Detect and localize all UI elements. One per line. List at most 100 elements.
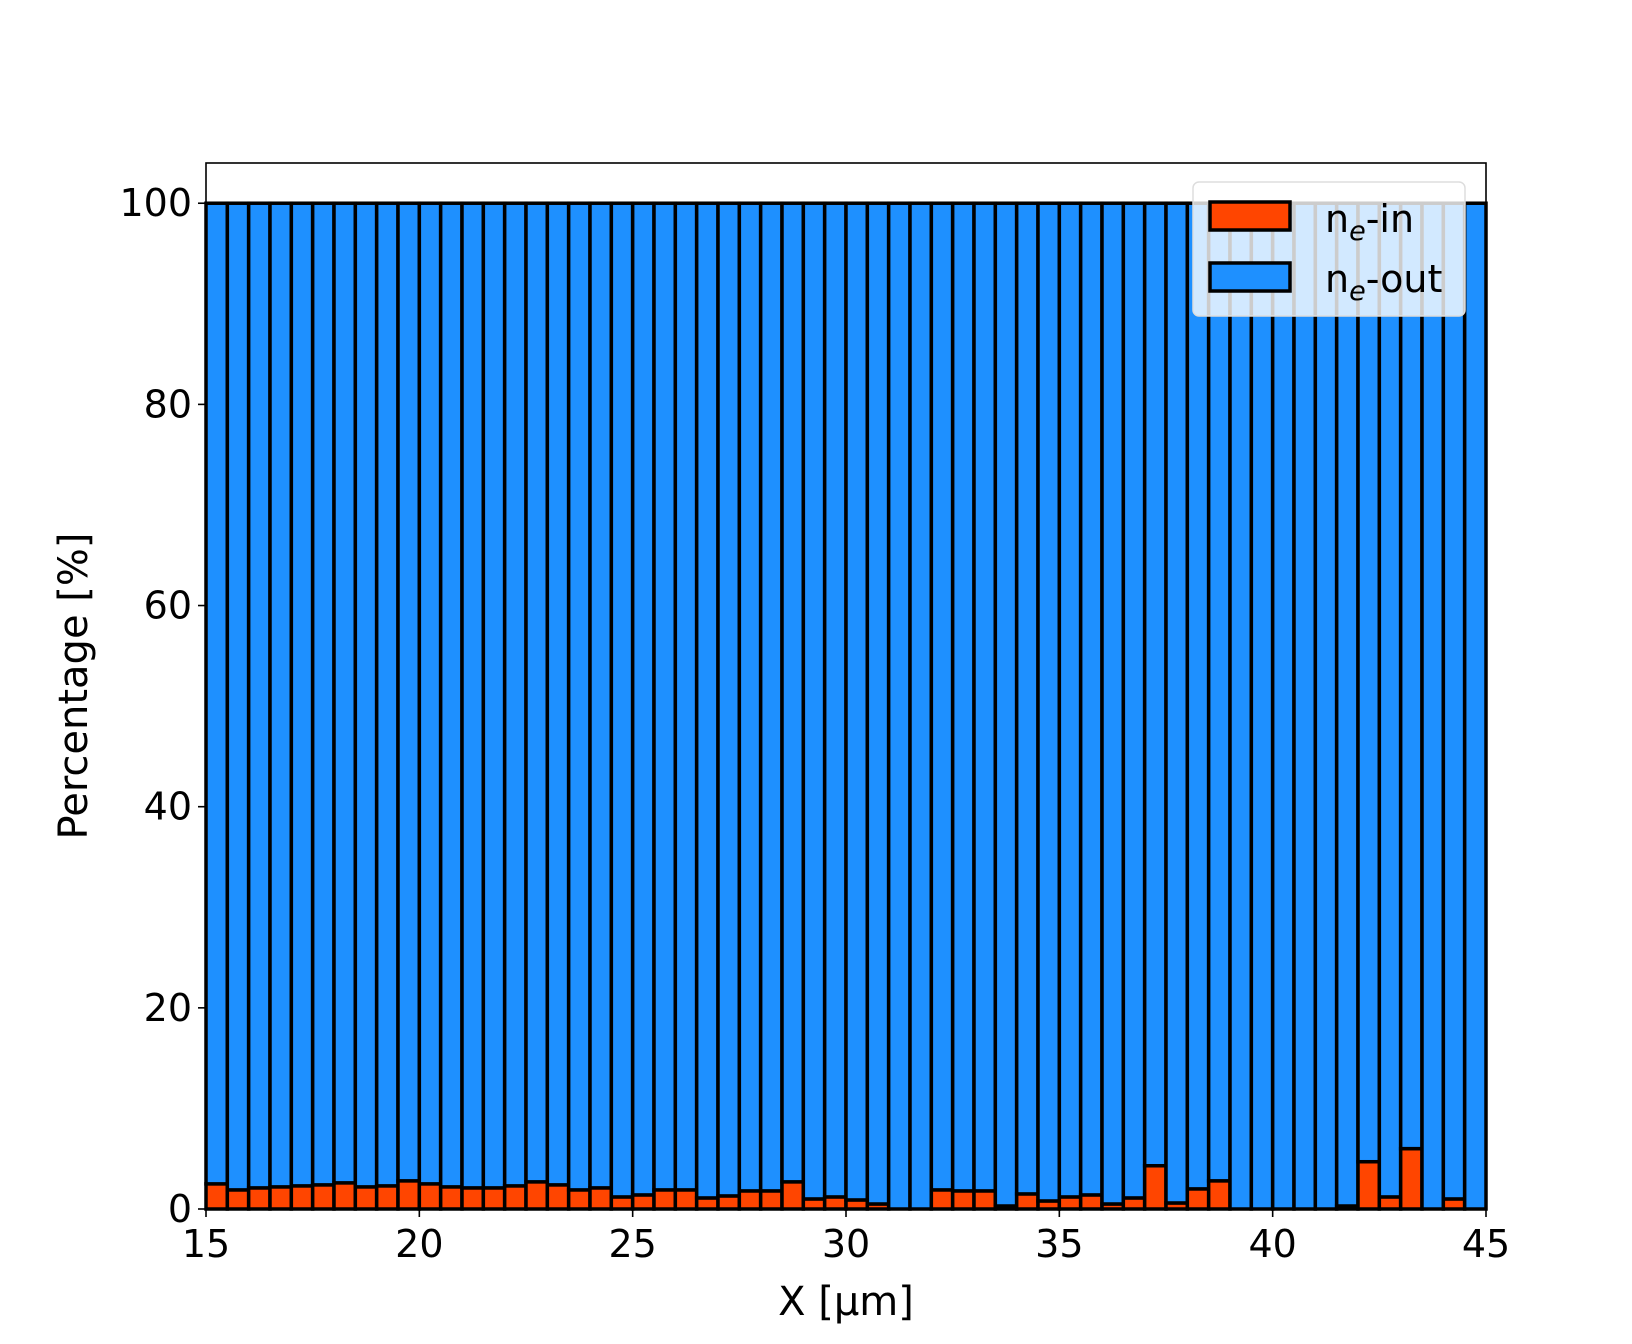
bar-ne-in (929, 1188, 955, 1211)
bar-ne-out (225, 201, 251, 1192)
bar-ne-out (460, 201, 486, 1190)
bar-ne-in (609, 1195, 635, 1211)
bar-ne-out (865, 201, 891, 1206)
y-axis-ticks: 0 20 40 60 80 100 (119, 181, 206, 1231)
x-axis-label: X [μm] (778, 1279, 914, 1325)
bar-ne-out (1228, 201, 1254, 1211)
bar-ne-out (1462, 201, 1488, 1211)
bar-ne-out (758, 201, 784, 1193)
bar-ne-in (673, 1188, 699, 1211)
bar-ne-in (716, 1194, 742, 1211)
bar-ne-in (396, 1179, 422, 1211)
bar-ne-out (438, 201, 464, 1189)
bar-ne-in (758, 1189, 784, 1211)
bar-ne-out (268, 201, 294, 1189)
bar-ne-in (1356, 1159, 1382, 1211)
bar-ne-in (310, 1183, 336, 1211)
bar-ne-out (1078, 201, 1104, 1197)
legend-swatch-ne-out (1208, 261, 1292, 293)
x-tick-label: 40 (1248, 1222, 1296, 1266)
bar-ne-in (972, 1189, 998, 1211)
bar-ne-in (588, 1186, 614, 1211)
bar-ne-out (1142, 201, 1168, 1168)
x-tick-label: 15 (182, 1222, 230, 1266)
bar-ne-in (545, 1183, 571, 1211)
x-tick-label: 35 (1035, 1222, 1083, 1266)
legend-swatch-ne-in (1208, 200, 1292, 232)
bar-ne-in (502, 1184, 528, 1211)
bar-ne-in (822, 1195, 848, 1211)
bar-ne-out (204, 201, 230, 1186)
y-tick-label: 80 (144, 382, 192, 426)
bar-ne-in (566, 1188, 592, 1211)
bar-ne-out (289, 201, 315, 1188)
bar-ne-out (652, 201, 678, 1192)
bar-ne-out (972, 201, 998, 1193)
bar-ne-out (1398, 201, 1424, 1151)
bar-ne-in (1398, 1146, 1424, 1211)
bar-ne-in (1185, 1187, 1211, 1211)
bar-ne-in (1014, 1192, 1040, 1211)
legend-label-ne-in: ne-in (1325, 197, 1414, 247)
bar-ne-out (588, 201, 614, 1190)
x-tick-label: 30 (822, 1222, 870, 1266)
x-tick-label: 20 (395, 1222, 443, 1266)
y-tick-label: 20 (144, 986, 192, 1030)
bar-ne-out (886, 201, 912, 1211)
bar-ne-out (481, 201, 507, 1190)
bar-ne-out (929, 201, 955, 1192)
bar-ne-in (1142, 1164, 1168, 1211)
bar-ne-in (417, 1182, 443, 1211)
bar-ne-out (353, 201, 379, 1189)
x-tick-label: 25 (608, 1222, 656, 1266)
bar-ne-in (204, 1182, 230, 1211)
legend: ne-in ne-out (1192, 181, 1466, 317)
bar-ne-out (1420, 201, 1446, 1211)
bar-ne-out (993, 201, 1019, 1208)
bar-ne-in (630, 1193, 656, 1211)
bar-ne-in (481, 1186, 507, 1211)
bar-ne-in (332, 1181, 358, 1211)
bar-ne-out (502, 201, 528, 1188)
bar-ne-out (1014, 201, 1040, 1196)
y-tick-label: 0 (168, 1187, 192, 1231)
bars-layer (204, 201, 1488, 1211)
bar-ne-out (566, 201, 592, 1192)
bar-ne-in (374, 1184, 400, 1211)
bar-ne-in (438, 1185, 464, 1211)
bar-ne-out (609, 201, 635, 1199)
y-tick-label: 100 (119, 181, 192, 225)
bar-ne-out (694, 201, 720, 1200)
bar-ne-in (1377, 1195, 1403, 1211)
legend-label-ne-out: ne-out (1325, 257, 1442, 307)
bar-ne-out (1292, 201, 1318, 1211)
bar-ne-out (1100, 201, 1126, 1206)
bar-ne-out (822, 201, 848, 1199)
bar-ne-out (1121, 201, 1147, 1200)
bar-ne-out (716, 201, 742, 1198)
bar-ne-out (396, 201, 422, 1183)
bar-ne-out (1249, 201, 1275, 1211)
bar-ne-out (908, 201, 934, 1211)
bar-ne-out (310, 201, 336, 1187)
bar-ne-in (950, 1189, 976, 1211)
bar-ne-in (780, 1180, 806, 1211)
bar-ne-out (801, 201, 827, 1201)
bar-ne-in (1078, 1193, 1104, 1211)
bar-ne-out (417, 201, 443, 1186)
bar-ne-in (225, 1188, 251, 1211)
bar-ne-out (1313, 201, 1339, 1211)
bar-ne-out (630, 201, 656, 1197)
bar-ne-in (353, 1185, 379, 1211)
bar-ne-out (1377, 201, 1403, 1199)
bar-ne-out (1057, 201, 1083, 1199)
bar-ne-in (652, 1188, 678, 1211)
bar-ne-out (673, 201, 699, 1192)
bar-ne-in (524, 1180, 550, 1211)
bar-ne-out (1356, 201, 1382, 1164)
bar-ne-out (524, 201, 550, 1184)
bar-ne-in (246, 1186, 272, 1211)
bar-ne-in (1206, 1179, 1232, 1211)
bar-ne-out (780, 201, 806, 1184)
